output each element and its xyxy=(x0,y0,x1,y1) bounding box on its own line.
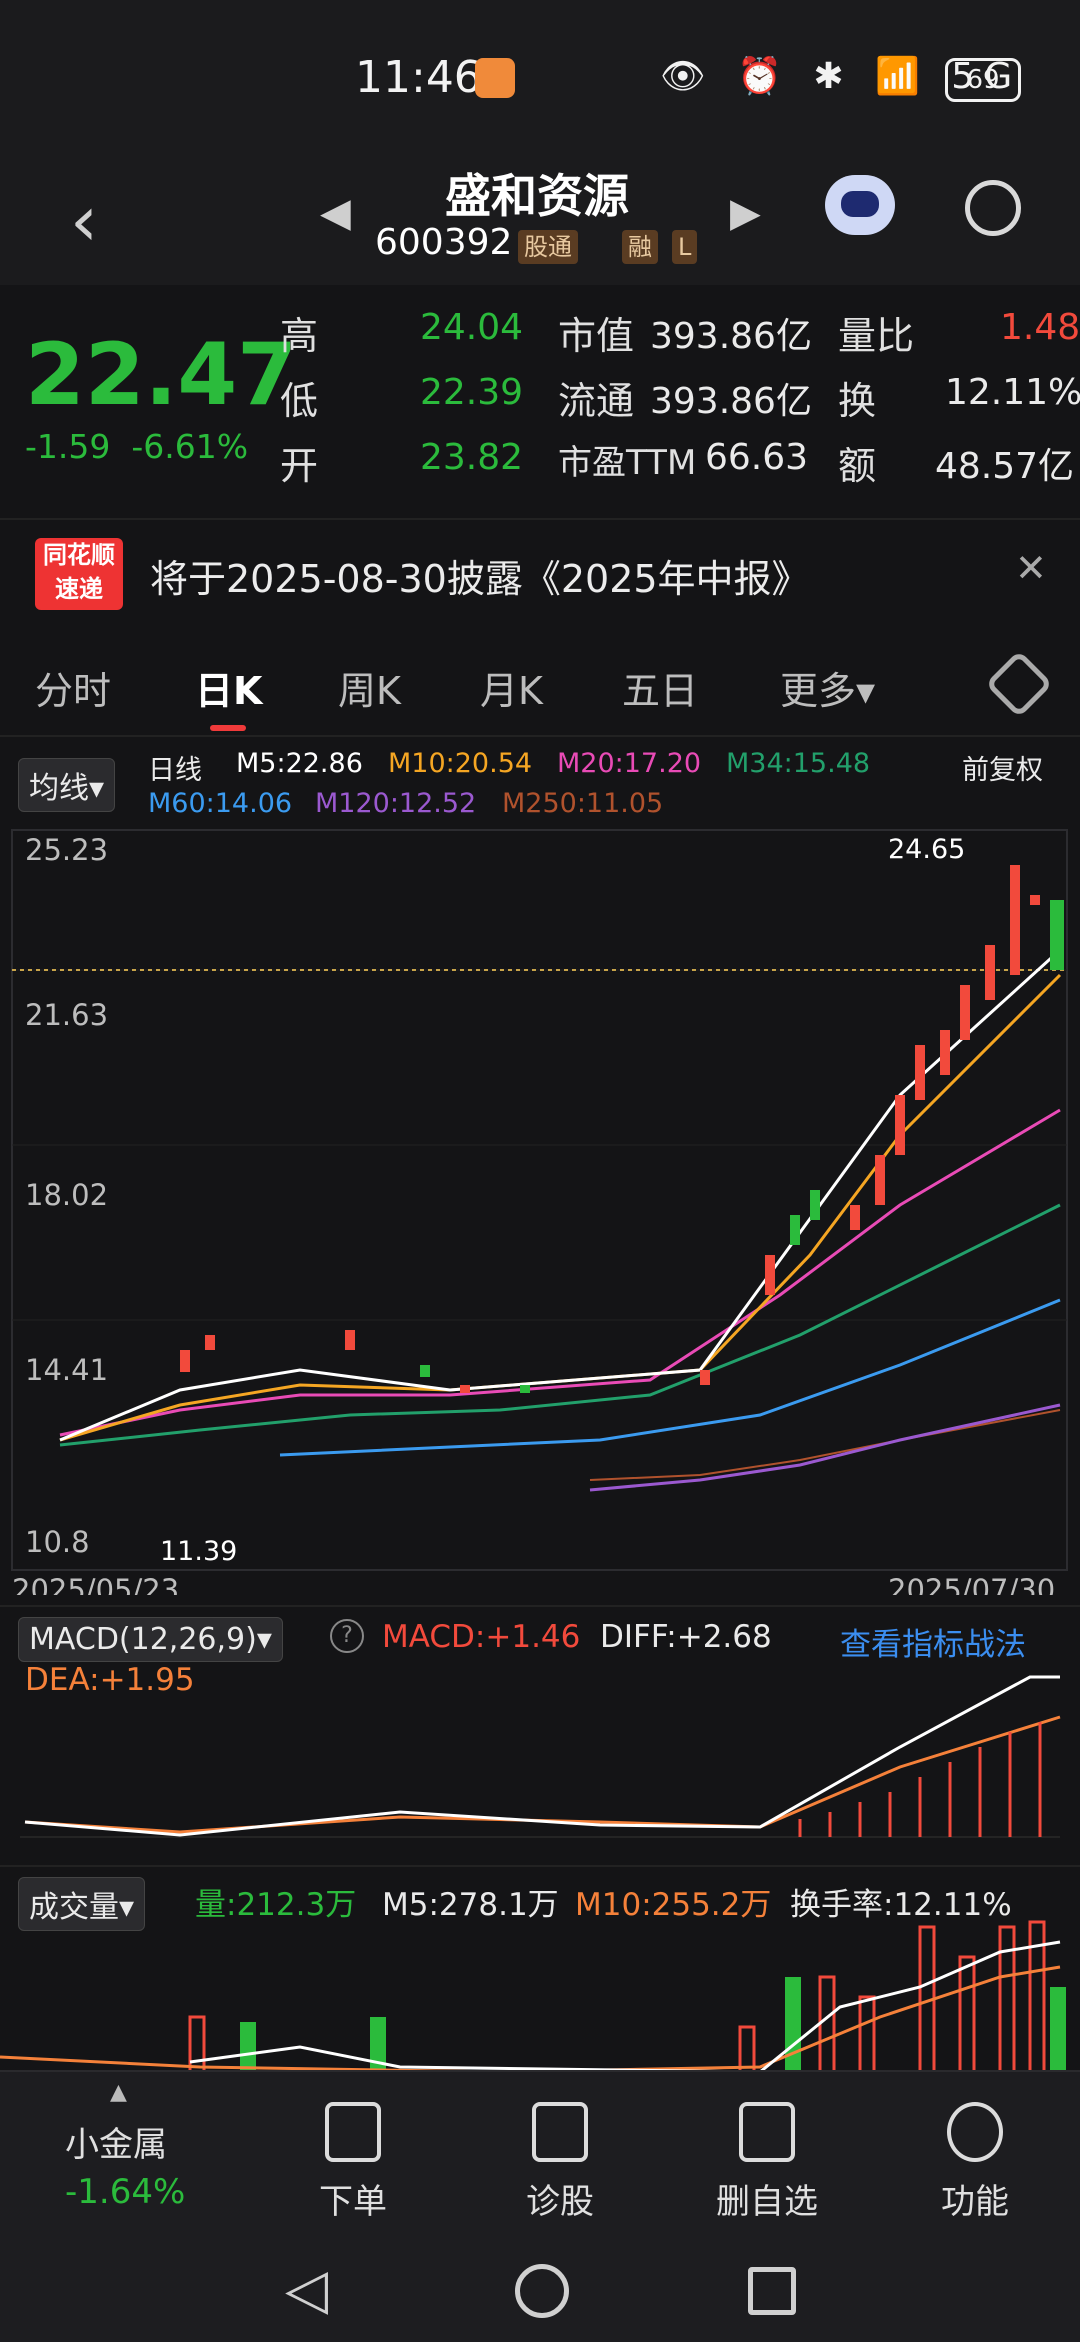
battery-icon: 69 xyxy=(945,58,1021,102)
close-icon[interactable]: ✕ xyxy=(1015,546,1047,590)
ma250-value: M250:11.05 xyxy=(502,788,664,819)
y-label-top: 25.23 xyxy=(25,833,108,867)
bottom-toolbar: ▲ 小金属 -1.64% 下单 诊股 删自选 功能 ◁ xyxy=(0,2070,1080,2342)
volume-ratio-label: 量比 xyxy=(838,314,915,358)
volume-m10: M10:255.2万 xyxy=(575,1887,772,1923)
mcap-value: 393.86亿 xyxy=(650,316,812,357)
ma-selector[interactable]: 均线▾ xyxy=(18,758,116,812)
max-price-label: 24.65 xyxy=(888,834,965,865)
amount-label: 额 xyxy=(838,444,877,488)
tag-level: L xyxy=(672,230,698,264)
tab-more[interactable]: 更多▾ xyxy=(780,669,876,713)
open-value: 23.82 xyxy=(420,437,524,478)
diagnose-icon xyxy=(532,2102,588,2162)
tab-daily-k[interactable]: 日K xyxy=(195,669,263,713)
indicator-strategy-link[interactable]: 查看指标战法 xyxy=(840,1627,1026,1663)
volume-value: 量:212.3万 xyxy=(195,1887,357,1923)
mcap-label: 市值 xyxy=(558,314,635,358)
order-button[interactable]: 下单 xyxy=(283,2102,423,2223)
diff-value: DIFF:+2.68 xyxy=(600,1619,772,1655)
amount-value: 48.57亿 xyxy=(935,446,1075,487)
y-label-3: 18.02 xyxy=(25,1178,108,1212)
kline-chart[interactable]: 25.23 21.63 18.02 14.41 10.8 24.65 11.39… xyxy=(0,825,1080,1595)
high-value: 24.04 xyxy=(420,307,524,348)
diagnose-button[interactable]: 诊股 xyxy=(490,2102,630,2223)
start-date: 2025/05/23 xyxy=(12,1573,179,1595)
ma34-value: M34:15.48 xyxy=(726,748,871,779)
y-label-bottom: 10.8 xyxy=(25,1525,90,1559)
ma20-value: M20:17.20 xyxy=(557,748,702,779)
turnover-label: 换 xyxy=(838,379,877,423)
remove-icon xyxy=(739,2102,795,2162)
notice-text[interactable]: 将于2025-08-30披露《2025年中报》 xyxy=(150,557,810,601)
volume-ratio-value: 1.48 xyxy=(1000,307,1080,348)
float-value: 393.86亿 xyxy=(650,381,812,422)
ma60-value: M60:14.06 xyxy=(148,788,293,819)
order-icon xyxy=(325,2102,381,2162)
last-price: 22.47 xyxy=(25,325,298,425)
stock-name: 盛和资源 xyxy=(445,169,629,223)
ai-assistant-icon[interactable] xyxy=(825,175,895,235)
ths-news-logo: 同花顺 速递 xyxy=(35,538,123,610)
next-stock-icon[interactable]: ▶ xyxy=(730,190,761,236)
tab-intraday[interactable]: 分时 xyxy=(35,669,112,713)
sector-name[interactable]: 小金属 xyxy=(65,2125,167,2165)
turnover-value: 12.11% xyxy=(945,372,1080,413)
macd-panel: MACD(12,26,9)▾ ? MACD:+1.46 DIFF:+2.68 查… xyxy=(0,1605,1080,1857)
clock: 11:46 xyxy=(355,52,482,103)
back-icon[interactable]: ‹ xyxy=(70,180,98,262)
y-label-4: 14.41 xyxy=(25,1353,108,1387)
settings-icon[interactable] xyxy=(985,650,1053,718)
tab-five-day[interactable]: 五日 xyxy=(622,669,699,713)
search-icon[interactable] xyxy=(965,180,1021,236)
volume-panel: 成交量▾ 量:212.3万 M5:278.1万 M10:255.2万 换手率:1… xyxy=(0,1865,1080,2072)
volume-m5: M5:278.1万 xyxy=(382,1887,559,1923)
open-label: 开 xyxy=(280,444,319,488)
y-label-2: 21.63 xyxy=(25,998,108,1032)
adjust-mode[interactable]: 前复权 xyxy=(962,755,1043,786)
low-label: 低 xyxy=(280,379,319,423)
ma10-value: M10:20.54 xyxy=(388,748,533,779)
tab-monthly-k[interactable]: 月K xyxy=(480,669,543,713)
active-tab-indicator xyxy=(210,725,246,731)
nav-home-icon[interactable] xyxy=(515,2264,569,2318)
nav-recents-icon[interactable] xyxy=(748,2267,796,2315)
notice-bar[interactable]: 同花顺 速递 将于2025-08-30披露《2025年中报》 ✕ xyxy=(0,518,1080,630)
pe-label: 市盈TTM xyxy=(558,443,697,483)
ma-period: 日线 xyxy=(148,755,202,786)
remove-watchlist-button[interactable]: 删自选 xyxy=(697,2102,837,2223)
min-price-label: 11.39 xyxy=(160,1536,237,1567)
dea-value: DEA:+1.95 xyxy=(25,1662,195,1698)
sector-change: -1.64% xyxy=(65,2172,186,2212)
candles xyxy=(180,865,1064,1393)
ma120-value: M120:12.52 xyxy=(315,788,477,819)
status-bar: 11:46 👁 ⏰ ✱ 📶 5G 69 xyxy=(0,0,1080,150)
functions-button[interactable]: 功能 xyxy=(905,2102,1045,2223)
stock-code: 600392 xyxy=(375,222,513,263)
tab-weekly-k[interactable]: 周K xyxy=(338,669,401,713)
pe-value: 66.63 xyxy=(705,437,809,478)
macd-selector[interactable]: MACD(12,26,9)▾ xyxy=(18,1617,283,1662)
volume-selector[interactable]: 成交量▾ xyxy=(18,1877,146,1931)
expand-up-icon[interactable]: ▲ xyxy=(110,2080,127,2105)
help-icon[interactable]: ? xyxy=(330,1619,364,1653)
tag-margin: 融 xyxy=(622,230,658,264)
ma5-value: M5:22.86 xyxy=(236,748,363,779)
notification-icon xyxy=(475,58,515,98)
prev-stock-icon[interactable]: ◀ xyxy=(320,190,351,236)
tag-hk-connect: 股通 xyxy=(518,230,578,264)
menu-icon xyxy=(947,2102,1003,2162)
macd-value: MACD:+1.46 xyxy=(382,1619,581,1655)
end-date: 2025/07/30 xyxy=(888,1573,1055,1595)
high-label: 高 xyxy=(280,314,319,358)
period-tabs: 分时 日K 周K 月K 五日 更多▾ xyxy=(0,640,1080,737)
stock-header: ‹ ◀ 盛和资源 600392 股通 融 L ▶ xyxy=(0,150,1080,285)
quote-panel: 22.47 -1.59 -6.61% 高 24.04 低 22.39 开 23.… xyxy=(0,285,1080,520)
low-value: 22.39 xyxy=(420,372,524,413)
price-change: -1.59 -6.61% xyxy=(25,427,249,466)
nav-back-icon[interactable]: ◁ xyxy=(285,2257,329,2322)
float-label: 流通 xyxy=(558,379,635,423)
turnover-rate: 换手率:12.11% xyxy=(790,1887,1012,1923)
